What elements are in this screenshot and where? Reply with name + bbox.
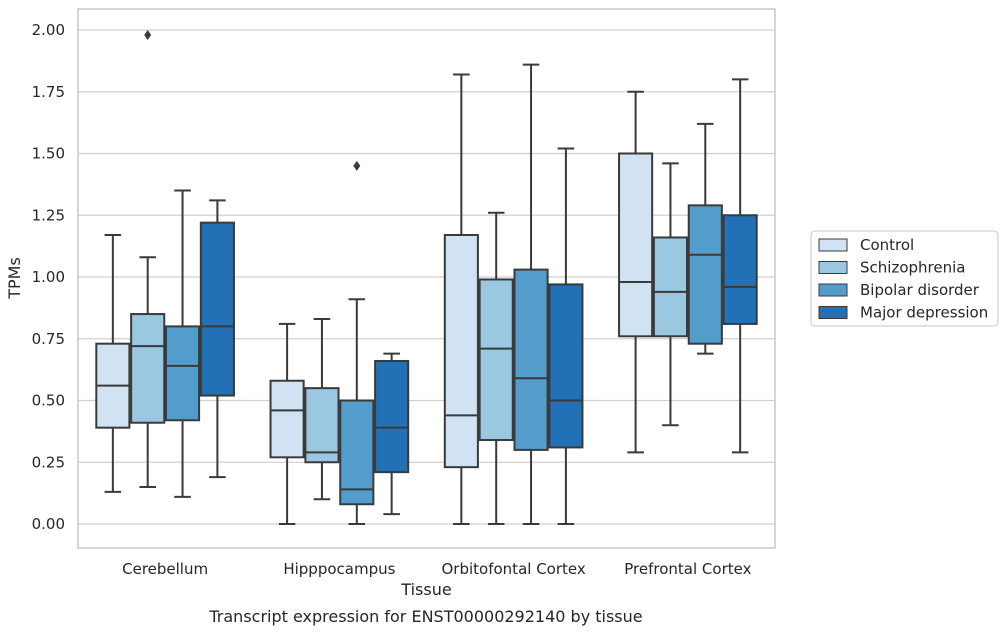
box [130, 313, 166, 424]
y-tick-label: 1.75 [32, 83, 65, 101]
y-axis-ticks: 0.00 0.25 0.50 0.75 1.00 1.25 1.50 1.75 2.00 [32, 21, 65, 533]
box [652, 236, 689, 338]
outlier-point [353, 160, 361, 171]
y-tick-label: 1.00 [32, 268, 65, 286]
box-group [513, 63, 549, 525]
box [687, 204, 723, 345]
box [618, 152, 654, 338]
box [339, 399, 375, 506]
y-tick-label: 1.25 [32, 206, 65, 224]
x-tick-label: Prefrontal Cortex [624, 560, 751, 578]
x-tick-label: Hipppocampus [283, 560, 395, 578]
legend-swatch [818, 238, 848, 252]
box [304, 387, 340, 464]
y-tick-label: 1.50 [32, 145, 65, 163]
box-group [374, 352, 410, 516]
box-group [652, 162, 689, 427]
box [269, 379, 305, 459]
legend: Control Schizophrenia Bipolar disorder Majo… [810, 230, 999, 327]
box [374, 359, 410, 474]
box-group [478, 211, 514, 525]
box-group [722, 78, 758, 454]
box-group [687, 122, 723, 355]
box-group [548, 147, 584, 525]
legend-label: Schizophrenia [860, 259, 965, 277]
x-axis-label: Tissue [400, 580, 451, 599]
y-tick-label: 2.00 [32, 21, 65, 39]
box-group [199, 199, 235, 479]
legend-label: Bipolar disorder [860, 281, 980, 299]
y-tick-label: 0.25 [32, 453, 65, 471]
plot-frame [77, 8, 776, 549]
box-group [269, 322, 305, 525]
box [164, 325, 201, 422]
box-group [443, 73, 479, 525]
legend-label: Major depression [860, 304, 988, 322]
y-tick-label: 0.00 [32, 515, 65, 533]
box-group [339, 160, 375, 525]
box-group [164, 189, 201, 498]
y-tick-label: 0.50 [32, 392, 65, 410]
legend-frame [810, 230, 999, 327]
box [199, 221, 235, 397]
legend-swatch [818, 306, 848, 319]
box-group [618, 90, 654, 454]
legend-swatch [818, 283, 848, 297]
x-axis-ticks: Cerebellum Hipppocampus Orbitofontal Corte… [122, 560, 751, 578]
box-group [95, 234, 131, 493]
y-tick-label: 0.75 [32, 330, 65, 348]
legend-label: Control [860, 236, 914, 254]
box-group [304, 317, 340, 501]
box [722, 214, 758, 325]
box [443, 234, 479, 469]
box-group [130, 29, 166, 488]
x-tick-label: Cerebellum [122, 560, 208, 578]
chart-caption: Transcript expression for ENST0000029214… [208, 607, 642, 626]
box [478, 278, 514, 442]
x-tick-label: Orbitofontal Cortex [442, 560, 586, 578]
y-axis-label: TPMs [5, 257, 24, 300]
legend-swatch [818, 261, 848, 274]
plot-area [95, 29, 758, 525]
box [513, 268, 549, 451]
box [548, 283, 584, 449]
outlier-point [144, 29, 152, 40]
